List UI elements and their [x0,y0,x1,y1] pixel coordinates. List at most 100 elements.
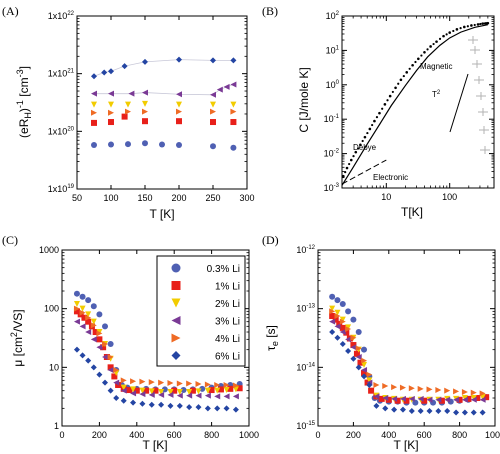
y-tick-label: 100 [44,304,59,314]
x-tick-label: 400 [381,430,396,440]
data-point [91,109,97,116]
data-point [332,316,339,323]
data-point [120,397,127,404]
data-point [444,396,451,403]
data-point [466,25,469,28]
data-point [107,340,114,347]
data-point [435,408,442,415]
data-point [448,31,451,34]
y-tick-label: 101 [326,45,340,55]
data-point [399,78,403,82]
panel-b-marks [341,21,490,186]
data-point [230,119,237,126]
data-point [176,108,182,115]
data-point [167,380,174,387]
data-point [361,357,368,364]
data-point [417,57,420,61]
data-point [142,140,148,147]
data-point [133,387,140,394]
data-point [186,404,193,411]
panel-d-ticks: 0 200 400 600 800 1000 10-15 10-14 10-13 10-12 [296,245,500,440]
data-point [91,119,97,126]
x-tick-label: 200 [92,430,107,440]
data-point [339,316,346,323]
data-point [382,383,389,390]
magnetic-data-crosses [468,36,490,154]
data-point [411,63,414,67]
data-point [355,364,362,371]
data-point [350,344,357,351]
data-point [128,90,135,97]
data-point [85,329,92,336]
data-point [350,334,357,341]
y-tick-label: 102 [326,11,340,21]
data-point [399,395,406,402]
data-point [216,86,223,93]
x-tick-label: 150 [137,193,152,203]
data-point [176,141,182,148]
data-point [403,397,410,404]
data-point [139,400,146,407]
data-point [455,28,459,31]
data-point [423,51,426,54]
data-point [210,108,216,115]
y-tick-label: 10 [49,362,59,372]
data-point [176,392,183,399]
data-point [148,391,155,398]
y-tick-label: 10-14 [296,362,315,372]
x-tick-label: 400 [129,430,144,440]
x-tick-label: 1000 [239,430,259,440]
panel-a: (A) 50 100 150 200 250 300 1x1019 1x1020 1x1021 1… [2,4,255,221]
data-point [96,344,103,351]
data-point [479,396,486,403]
data-point [102,354,109,361]
data-point [373,119,376,123]
panel-b-magnetic-gray-points [468,36,490,154]
data-point [399,406,406,413]
data-point [405,71,409,74]
legend-marker [171,351,181,360]
data-point [223,405,230,412]
data-point [350,316,357,323]
data-point [438,37,442,40]
data-point [357,359,364,366]
data-point [408,408,415,415]
data-point [92,329,99,336]
data-point [232,393,239,400]
legend-label: 2% Li [215,299,240,310]
data-point [361,367,368,374]
data-point [171,387,178,394]
data-point [85,314,92,321]
x-tick-label: 10 [381,192,391,202]
data-point [373,381,380,388]
x-tick-label: 600 [417,430,432,440]
data-point [473,23,476,27]
data-point [159,141,165,148]
data-point [121,113,128,120]
data-point [81,314,88,321]
data-point [108,119,114,126]
data-point [90,336,97,343]
data-point [91,90,97,97]
data-point [386,99,389,102]
data-point [391,384,398,391]
data-point [210,91,216,98]
y-tick-label: 10-2 [324,149,340,159]
data-point [158,379,165,386]
data-point [142,58,148,65]
panel-a-ylabel: (eRH)-1 [cm-3] [15,66,33,138]
data-point [210,101,216,108]
data-point [96,336,103,343]
data-point [195,404,202,411]
data-point [453,388,460,395]
data-point [343,329,350,336]
data-point [73,346,80,353]
data-point [470,396,477,403]
data-point [100,344,107,351]
data-point [476,23,480,26]
data-point [382,405,389,412]
data-point [438,397,445,404]
data-point [329,318,336,325]
data-point [214,393,221,400]
data-point [107,387,114,394]
